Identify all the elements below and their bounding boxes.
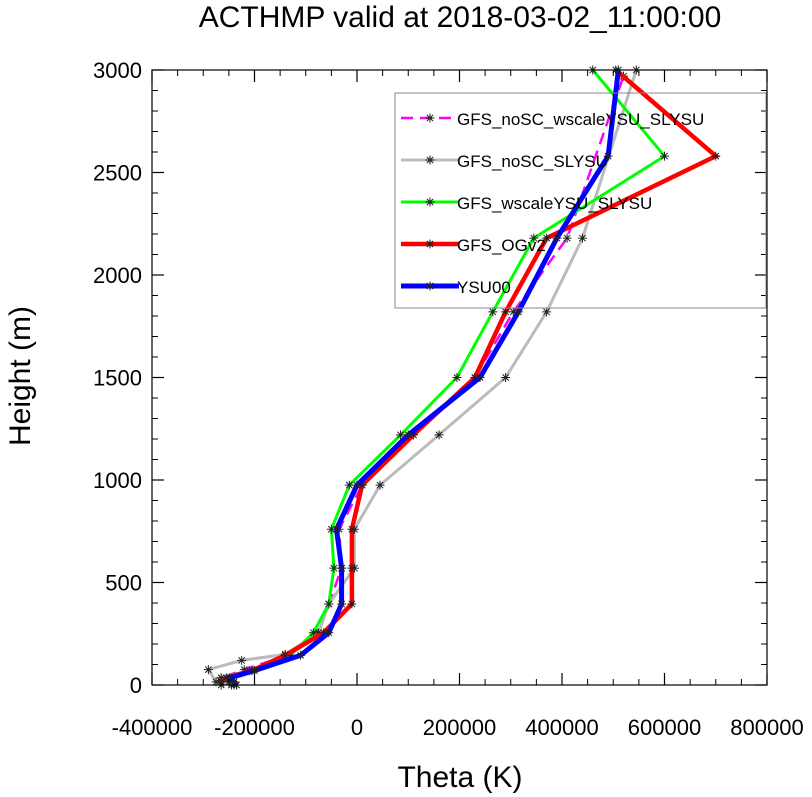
x-tick-label: -200000 bbox=[214, 715, 295, 740]
data-point bbox=[347, 563, 357, 573]
data-point bbox=[211, 677, 221, 687]
data-point bbox=[470, 373, 480, 382]
data-point bbox=[285, 650, 295, 660]
legend-label: GFS_noSC_SLYSU bbox=[457, 152, 608, 171]
x-tick-label: -400000 bbox=[112, 715, 193, 740]
data-point bbox=[578, 233, 587, 243]
data-point bbox=[347, 524, 357, 534]
legend-label: YSU00 bbox=[457, 278, 511, 297]
data-point bbox=[344, 480, 354, 490]
legend-marker bbox=[425, 155, 435, 165]
data-point bbox=[603, 151, 613, 161]
data-point bbox=[513, 307, 523, 317]
legend-marker bbox=[425, 281, 435, 291]
data-point bbox=[501, 307, 511, 317]
y-tick-label: 3000 bbox=[93, 58, 142, 83]
legend-box bbox=[394, 92, 767, 309]
legend-marker bbox=[425, 239, 435, 249]
data-point bbox=[296, 650, 306, 660]
data-point bbox=[308, 628, 318, 638]
series-layer bbox=[203, 65, 721, 690]
data-point bbox=[314, 628, 324, 638]
data-point bbox=[329, 563, 339, 573]
data-point bbox=[396, 430, 406, 440]
data-point bbox=[324, 599, 334, 609]
data-point bbox=[347, 599, 357, 609]
data-point bbox=[508, 307, 518, 317]
data-point bbox=[375, 480, 385, 490]
data-point bbox=[711, 151, 721, 161]
data-point bbox=[542, 233, 552, 243]
legend: GFS_noSC_wscaleYSU_SLYSU GFS_noSC_SLYSU GF… bbox=[394, 92, 767, 309]
legend-item: YSU00 bbox=[401, 278, 511, 297]
data-point bbox=[326, 524, 336, 534]
data-point bbox=[332, 524, 341, 534]
y-axis-label: Height (m) bbox=[4, 306, 37, 446]
legend-marker bbox=[425, 113, 435, 123]
y-tick-label: 1500 bbox=[93, 366, 142, 391]
y-tick-label: 2000 bbox=[93, 263, 142, 288]
legend-marker bbox=[425, 197, 435, 207]
data-point bbox=[324, 628, 334, 638]
data-point bbox=[337, 563, 347, 573]
data-point bbox=[488, 307, 498, 317]
legend-item: GFS_OGv2 bbox=[401, 236, 546, 255]
series-YSU00 bbox=[225, 65, 623, 690]
data-point bbox=[562, 233, 572, 243]
data-point bbox=[452, 373, 462, 382]
data-point bbox=[403, 430, 413, 440]
legend-item: GFS_noSC_SLYSU bbox=[401, 152, 608, 171]
axes: -400000 -200000 0 200000 400000 600000 800000 0… bbox=[93, 58, 804, 740]
x-tick-label: 200000 bbox=[423, 715, 496, 740]
data-point bbox=[250, 666, 259, 676]
series-line bbox=[225, 69, 621, 687]
legend-label: GFS_OGv2 bbox=[457, 236, 546, 255]
legend-item: GFS_wscaleYSU_SLYSU bbox=[401, 194, 652, 213]
data-point bbox=[280, 650, 290, 660]
data-point bbox=[337, 599, 347, 609]
x-tick-label: 800000 bbox=[730, 715, 803, 740]
data-point bbox=[225, 673, 235, 683]
data-point bbox=[434, 430, 444, 440]
data-point bbox=[203, 665, 213, 675]
y-tick-label: 1000 bbox=[93, 468, 142, 493]
legend-item: GFS_noSC_wscaleYSU_SLYSU bbox=[401, 110, 704, 129]
data-point bbox=[660, 151, 669, 161]
data-point bbox=[357, 480, 367, 490]
data-point bbox=[352, 480, 362, 490]
x-tick-label: 600000 bbox=[628, 715, 701, 740]
data-point bbox=[319, 628, 329, 638]
data-point bbox=[501, 373, 511, 382]
x-tick-label: 400000 bbox=[525, 715, 598, 740]
y-tick-label: 2500 bbox=[93, 161, 142, 186]
y-tick-label: 0 bbox=[130, 673, 142, 698]
data-point bbox=[475, 373, 485, 382]
x-axis-label: Theta (K) bbox=[397, 761, 522, 794]
legend-label: GFS_wscaleYSU_SLYSU bbox=[457, 194, 652, 213]
y-tick-label: 500 bbox=[105, 571, 142, 596]
data-point bbox=[216, 677, 226, 687]
legend-label: GFS_noSC_wscaleYSU_SLYSU bbox=[457, 110, 704, 129]
data-point bbox=[229, 677, 239, 687]
chart-title: ACTHMP valid at 2018-03-02_11:00:00 bbox=[199, 1, 722, 34]
data-point bbox=[408, 430, 418, 440]
data-point bbox=[239, 665, 249, 675]
data-point bbox=[542, 307, 552, 317]
data-point bbox=[237, 655, 247, 665]
data-point bbox=[552, 233, 562, 243]
x-tick-label: 0 bbox=[351, 715, 363, 740]
data-point bbox=[529, 233, 539, 243]
